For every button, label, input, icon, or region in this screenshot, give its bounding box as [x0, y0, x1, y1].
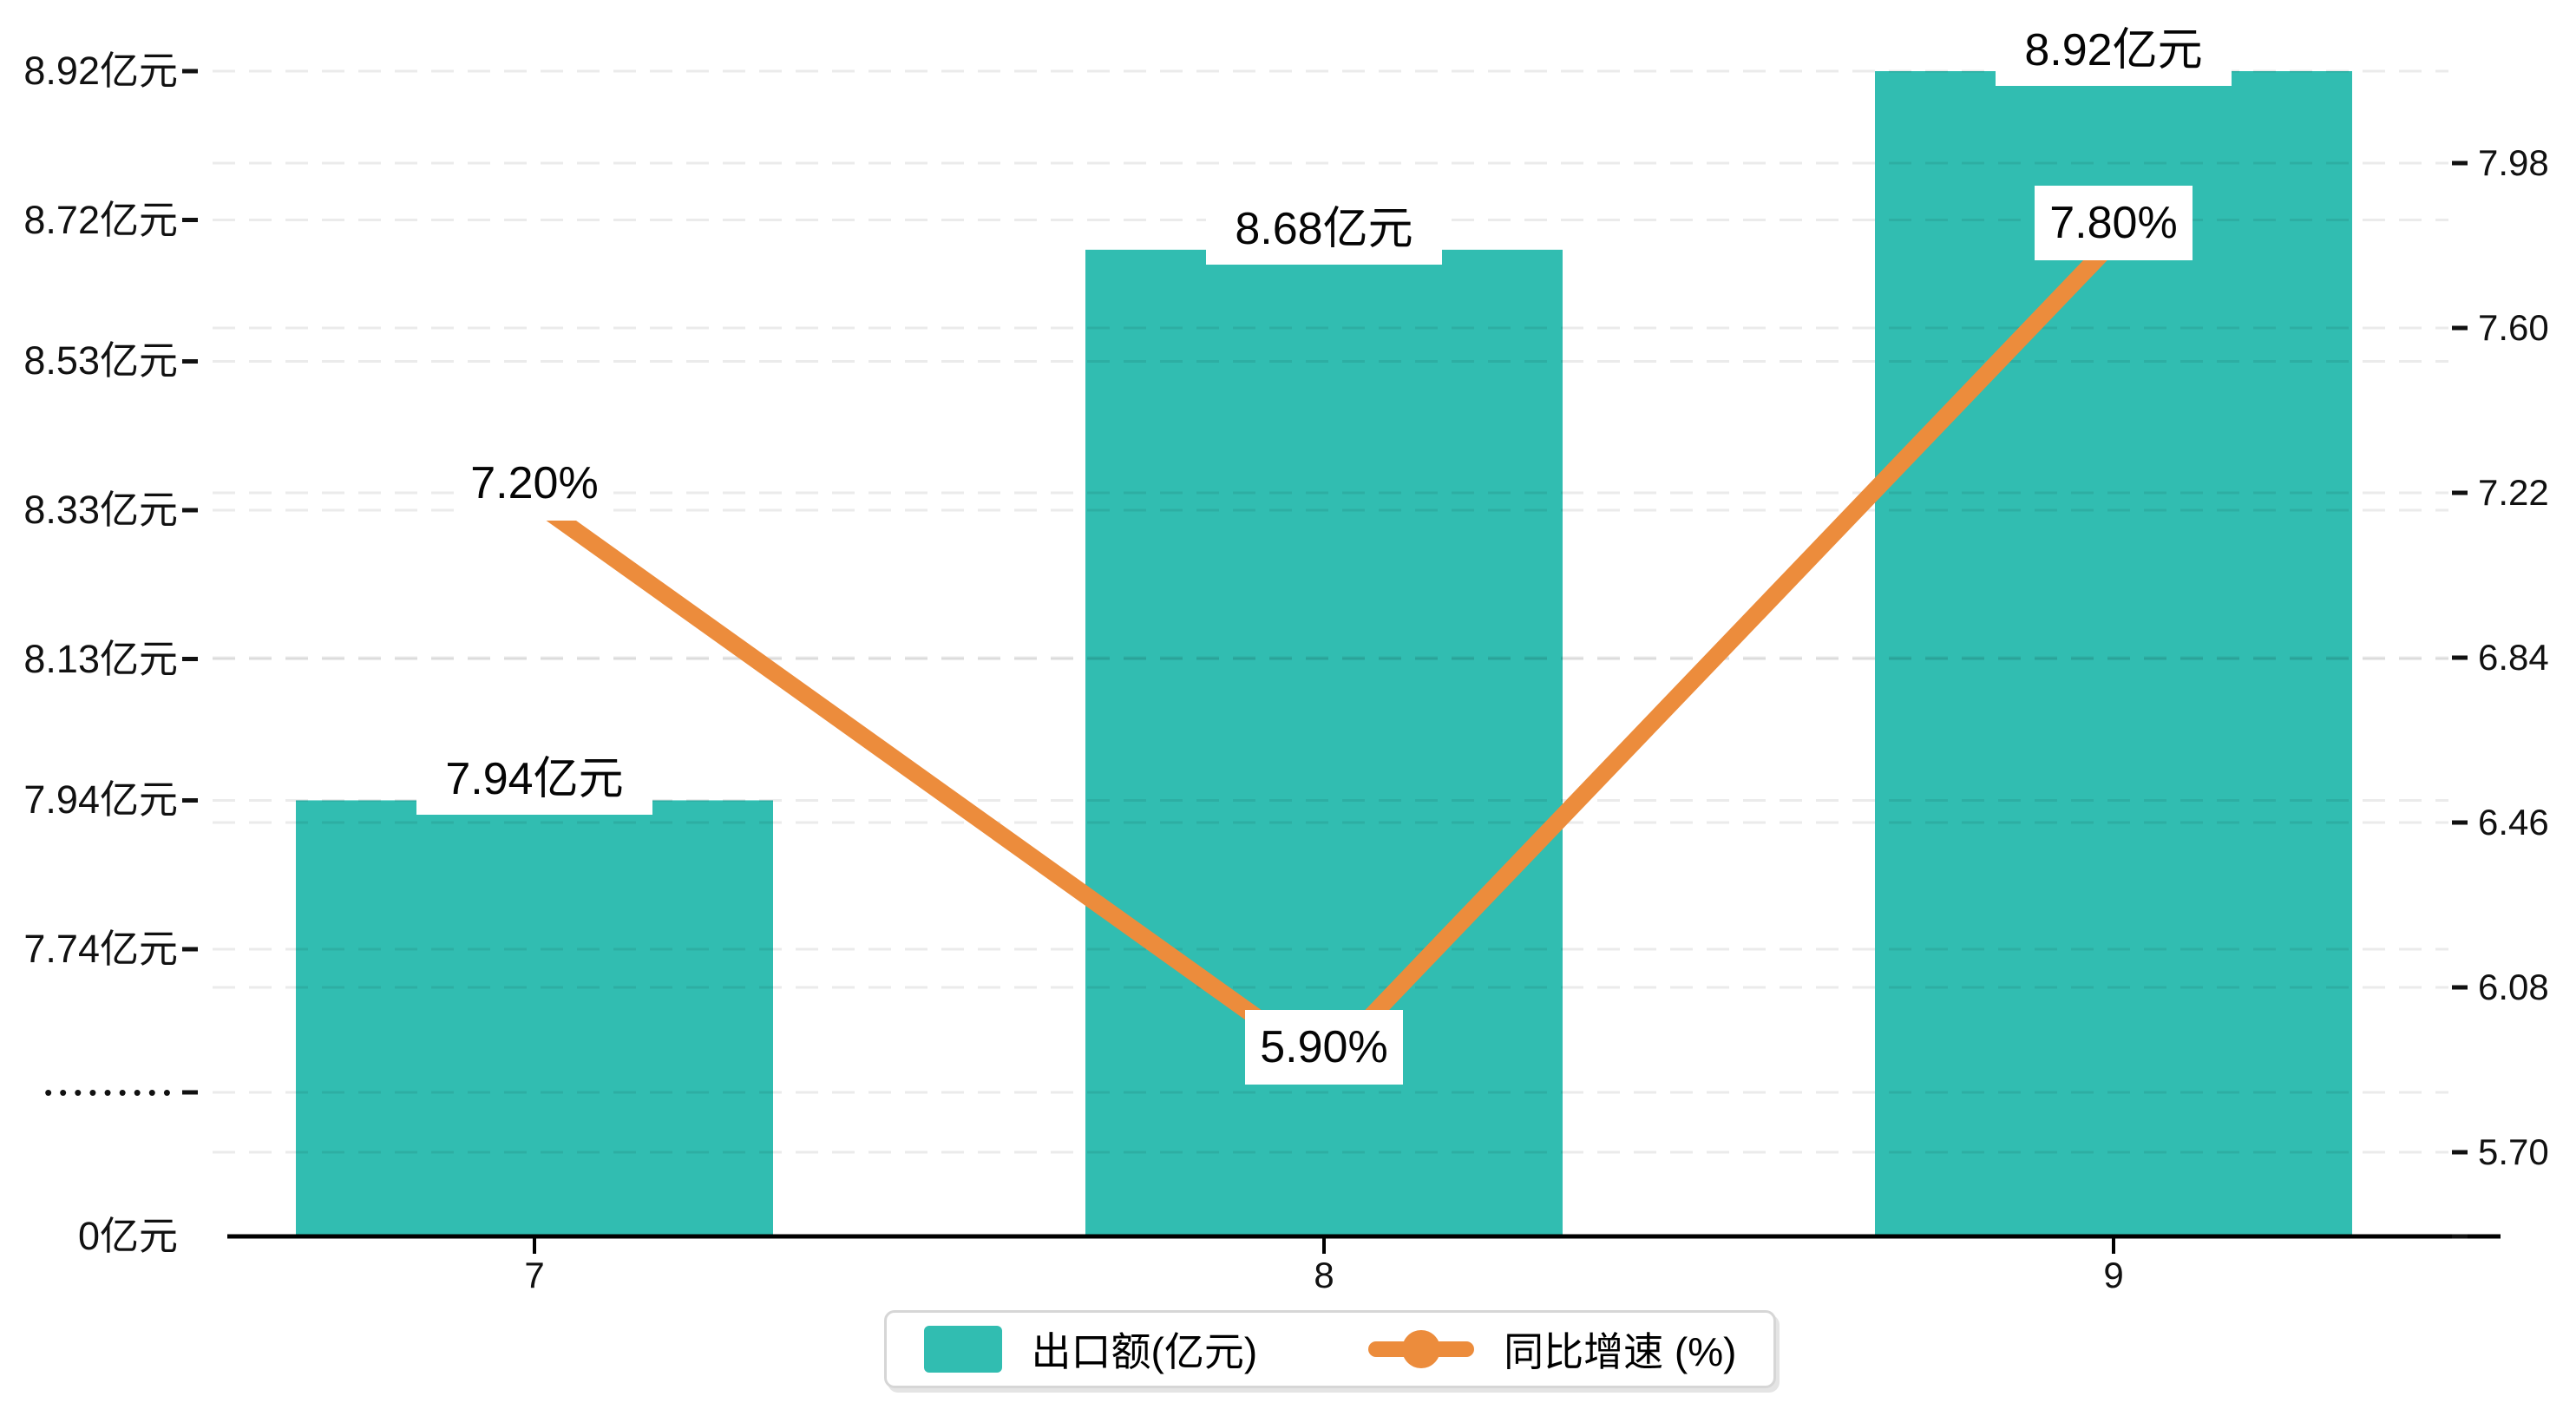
left-axis-label: 8.72亿元 — [23, 197, 178, 242]
legend-item-export[interactable]: 出口额(亿元) — [923, 1321, 1258, 1378]
legend-label-growth: 同比增速 (%) — [1504, 1329, 1737, 1374]
bar-value-label: 8.92亿元 — [1996, 15, 2232, 86]
line-value-label: 5.90% — [1245, 1010, 1403, 1085]
left-axis-label: 8.92亿元 — [23, 49, 178, 93]
left-axis-zero-label: 0亿元 — [77, 1214, 178, 1258]
bar-value-label: 7.94亿元 — [416, 744, 652, 816]
right-axis-label: 5.70 — [2478, 1131, 2549, 1172]
left-axis-label: 7.74亿元 — [23, 926, 178, 971]
bar-month-7[interactable] — [296, 800, 773, 1236]
right-axis-label: 7.22 — [2478, 472, 2549, 513]
line-value-label: 7.20% — [456, 446, 613, 521]
bar-month-9[interactable] — [1875, 71, 2352, 1236]
line-value-label: 7.80% — [2035, 186, 2193, 260]
legend-label-export: 出口额(亿元) — [1031, 1329, 1258, 1374]
bar-value-label: 8.68亿元 — [1206, 193, 1442, 265]
right-axis-label: 7.98 — [2478, 142, 2549, 183]
right-axis-label: 6.84 — [2478, 637, 2549, 678]
left-axis-label: 8.33亿元 — [23, 487, 178, 532]
bar-series-swatch — [923, 1326, 1002, 1373]
right-axis-label: 7.60 — [2478, 307, 2549, 348]
left-axis-label: 8.13亿元 — [23, 636, 178, 681]
left-axis-break-label: ••••••••• — [44, 1079, 178, 1105]
axis-group — [182, 69, 2501, 1254]
right-axis-label: 6.08 — [2478, 967, 2549, 1007]
right-axis-label: 6.46 — [2478, 802, 2549, 842]
bars-group — [296, 71, 2352, 1237]
legend: 出口额(亿元) 同比增速 (%) — [884, 1310, 1776, 1388]
legend-item-growth[interactable]: 同比增速 (%) — [1368, 1321, 1736, 1378]
x-axis-label-month-9: 9 — [2103, 1255, 2124, 1295]
x-axis-label-month-7: 7 — [524, 1255, 545, 1295]
line-swatch-dot — [1402, 1330, 1441, 1368]
x-axis-label-month-8: 8 — [1314, 1255, 1334, 1295]
left-axis-label: 8.53亿元 — [23, 338, 178, 384]
bar-month-8[interactable] — [1085, 249, 1563, 1237]
left-axis-label: 7.94亿元 — [23, 777, 178, 823]
line-series-swatch — [1368, 1329, 1475, 1369]
